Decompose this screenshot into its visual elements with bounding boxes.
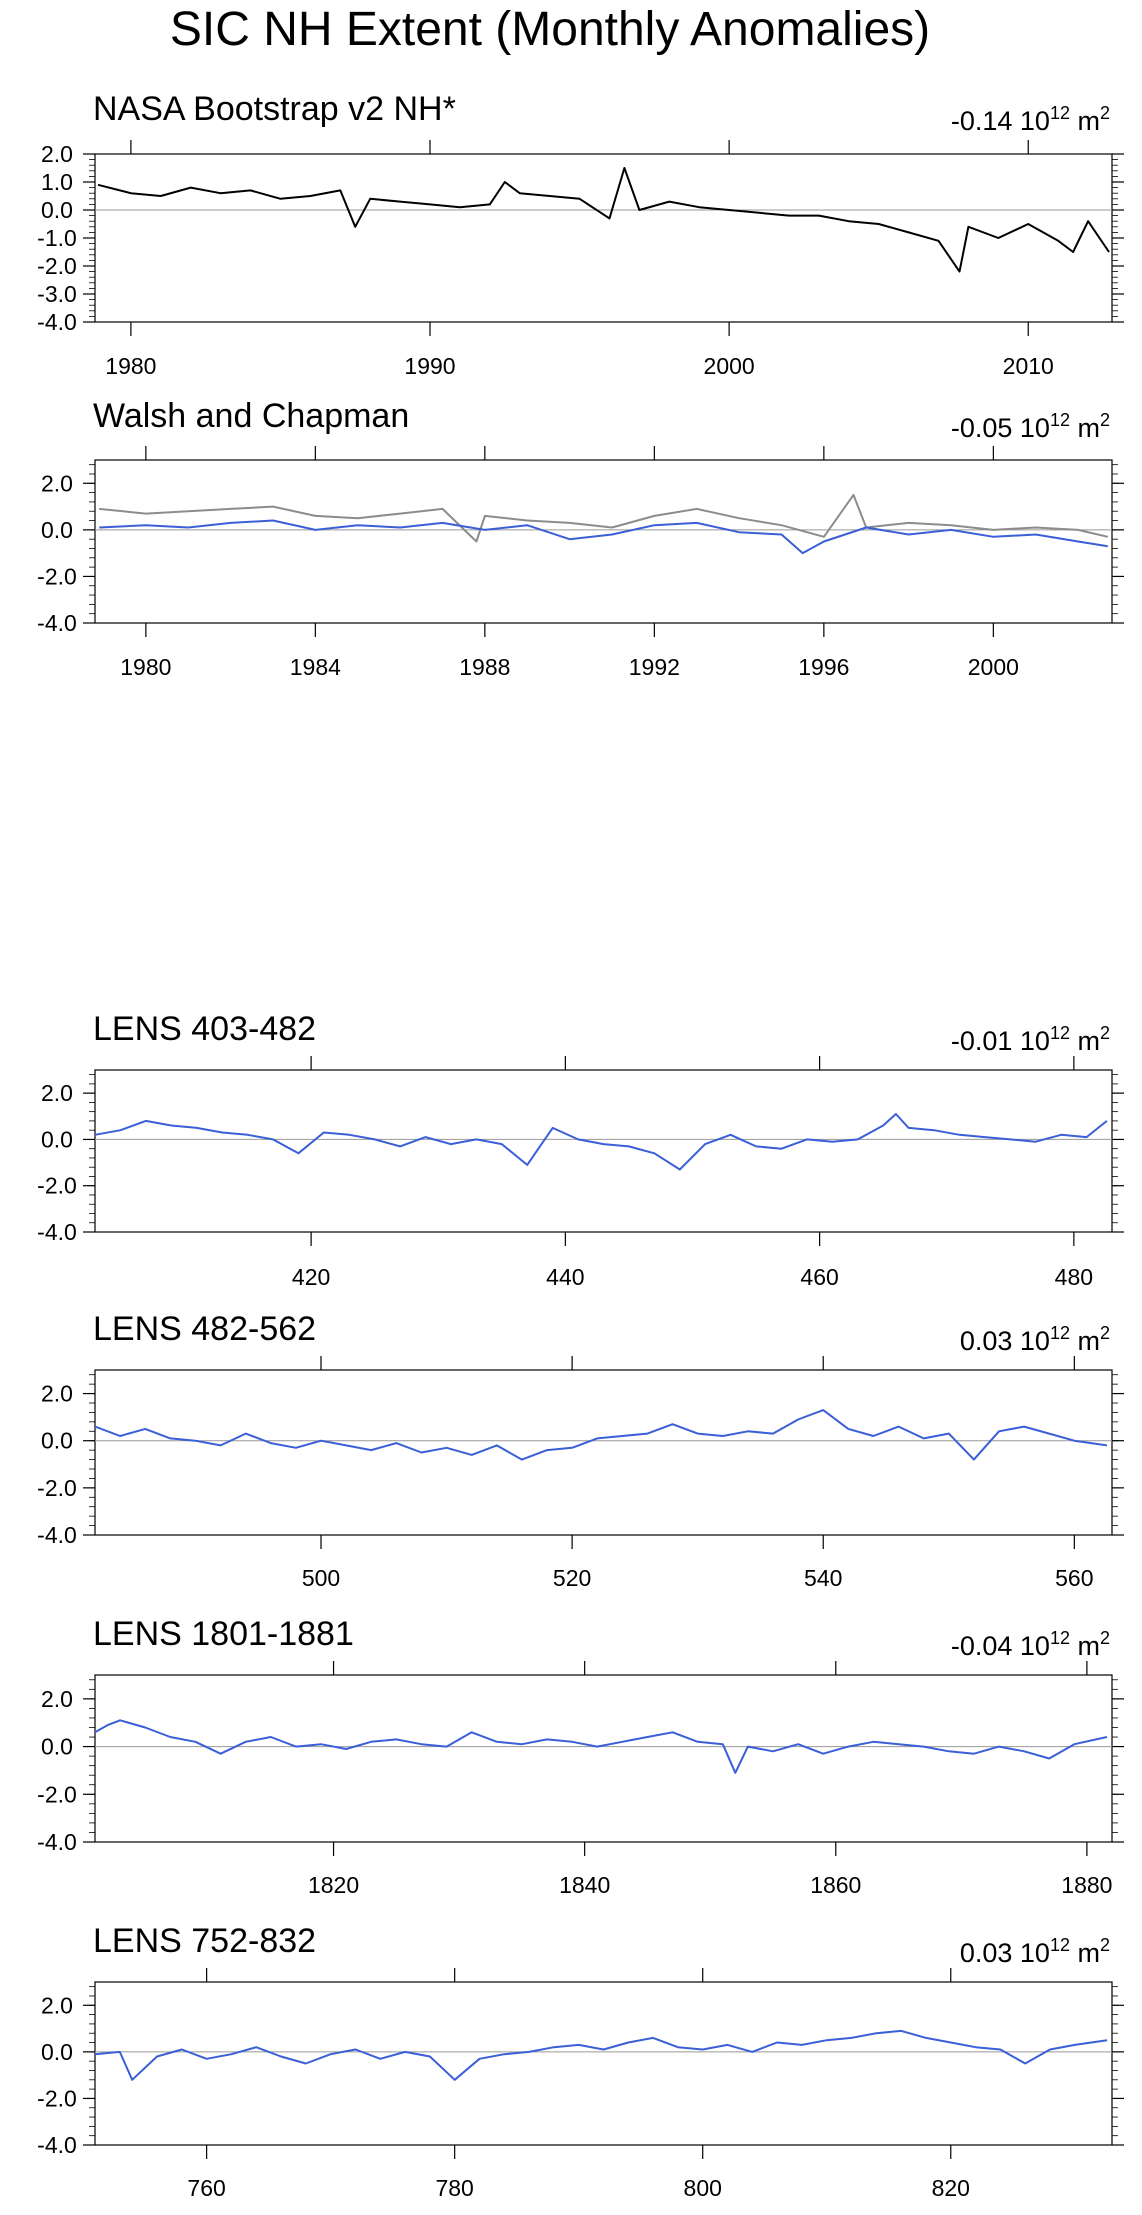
x-tick-label: 1980 [105, 353, 156, 379]
y-tick-label: 0.0 [41, 517, 73, 543]
chart-panel-6: 2.0 0.0 -2.0 -4.0 760 780 800 820 LENS 752-832 0.… [37, 1922, 1124, 2201]
x-tick-label: 760 [187, 2175, 225, 2201]
panel-title: Walsh and Chapman [93, 397, 409, 435]
chart-panel-3: 2.0 0.0 -2.0 -4.0 420 440 460 480 LENS 403-482 -0… [37, 1010, 1124, 1290]
y-tick-label: 2.0 [41, 141, 73, 167]
series-line-2 [99, 519, 1108, 555]
series-line-1 [99, 493, 1109, 543]
x-tick-label: 2000 [968, 654, 1019, 680]
y-tick-label: -2.0 [37, 563, 77, 589]
plot-frame [94, 1369, 1113, 1536]
x-tick-label: 520 [553, 1565, 591, 1591]
y-tick-label: 2.0 [41, 1686, 73, 1712]
y-tick-label: -2.0 [37, 1781, 77, 1807]
y-tick-label: 0.0 [41, 1734, 73, 1760]
y-tick-label: 2.0 [41, 470, 73, 496]
series-line-1 [94, 1409, 1108, 1461]
plot-frame [94, 459, 1113, 624]
panel-title: LENS 482-562 [93, 1310, 316, 1348]
plot-frame [94, 1069, 1113, 1233]
trend-readout: 0.03 1012 m2 [960, 1323, 1110, 1356]
x-tick-label: 480 [1055, 1264, 1093, 1290]
panel-title: LENS 752-832 [93, 1922, 316, 1960]
plot-frame [94, 1981, 1113, 2146]
plot-frame [94, 1674, 1113, 1843]
y-tick-label: 1.0 [41, 169, 73, 195]
panel-title: LENS 1801-1881 [93, 1615, 354, 1653]
x-tick-label: 1984 [290, 654, 341, 680]
trend-readout: -0.14 1012 m2 [951, 103, 1110, 136]
chart-panel-5: 2.0 0.0 -2.0 -4.0 1820 1840 1860 1880 LENS 1801-… [37, 1615, 1124, 1898]
panel-title: NASA Bootstrap v2 NH* [93, 90, 456, 128]
y-tick-label: -4.0 [37, 2132, 77, 2158]
y-tick-label: -4.0 [37, 309, 77, 335]
x-tick-label: 800 [684, 2175, 722, 2201]
x-tick-label: 2010 [1003, 353, 1054, 379]
x-tick-label: 540 [804, 1565, 842, 1591]
y-tick-label: -4.0 [37, 610, 77, 636]
x-tick-label: 440 [546, 1264, 584, 1290]
y-tick-label: 0.0 [41, 2039, 73, 2065]
x-tick-label: 1820 [308, 1872, 359, 1898]
y-tick-label: -4.0 [37, 1829, 77, 1855]
series-line-1 [94, 2029, 1108, 2081]
panel-title: LENS 403-482 [93, 1010, 316, 1048]
plot-frame [94, 153, 1113, 323]
series-line-1 [94, 1719, 1108, 1774]
page-title: SIC NH Extent (Monthly Anomalies) [169, 3, 931, 56]
x-tick-label: 1980 [120, 654, 171, 680]
chart-panel-2: 2.0 0.0 -2.0 -4.0 1980 1984 1988 1992 1996 2000 Wa… [37, 397, 1124, 680]
y-tick-label: 0.0 [41, 1428, 73, 1454]
x-tick-label: 1992 [629, 654, 680, 680]
x-tick-label: 820 [932, 2175, 970, 2201]
x-tick-label: 460 [800, 1264, 838, 1290]
y-tick-label: 0.0 [41, 197, 73, 223]
y-tick-label: 0.0 [41, 1126, 73, 1152]
y-tick-label: -4.0 [37, 1522, 77, 1548]
x-tick-label: 780 [435, 2175, 473, 2201]
y-tick-label: 2.0 [41, 1381, 73, 1407]
x-tick-label: 1990 [404, 353, 455, 379]
x-tick-label: 1840 [559, 1872, 610, 1898]
y-tick-label: -2.0 [37, 253, 77, 279]
x-tick-label: 2000 [704, 353, 755, 379]
x-tick-label: 1860 [810, 1872, 861, 1898]
chart-panel-1: 2.01.00.0-1.0-2.0-3.0-4.0 1980 1990 2000 201… [37, 90, 1124, 379]
series-line-1 [94, 1113, 1108, 1171]
y-tick-label: -2.0 [37, 1173, 77, 1199]
x-tick-label: 1988 [459, 654, 510, 680]
trend-readout: -0.04 1012 m2 [951, 1628, 1110, 1661]
x-tick-label: 420 [292, 1264, 330, 1290]
trend-readout: -0.05 1012 m2 [951, 410, 1110, 443]
y-tick-label: -1.0 [37, 225, 77, 251]
series-line-1 [97, 167, 1110, 273]
chart-panel-4: 2.0 0.0 -2.0 -4.0 500 520 540 560 LENS 482-562 0.… [37, 1310, 1124, 1591]
y-tick-label: -2.0 [37, 2085, 77, 2111]
y-tick-label: 2.0 [41, 1992, 73, 2018]
y-tick-label: -4.0 [37, 1219, 77, 1245]
y-tick-label: 2.0 [41, 1080, 73, 1106]
x-tick-label: 500 [302, 1565, 340, 1591]
trend-readout: 0.03 1012 m2 [960, 1935, 1110, 1968]
x-tick-label: 560 [1055, 1565, 1093, 1591]
y-tick-label: -2.0 [37, 1475, 77, 1501]
x-tick-label: 1880 [1061, 1872, 1112, 1898]
y-tick-label: -3.0 [37, 281, 77, 307]
trend-readout: -0.01 1012 m2 [951, 1023, 1110, 1056]
x-tick-label: 1996 [798, 654, 849, 680]
